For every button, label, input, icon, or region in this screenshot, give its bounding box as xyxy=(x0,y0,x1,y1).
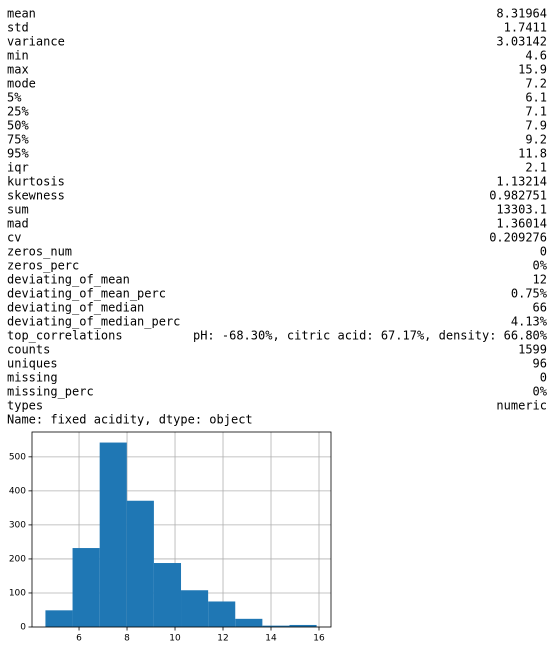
row-key: deviating_of_median_perc xyxy=(7,315,180,329)
row-key: deviating_of_mean xyxy=(7,273,130,287)
row-value: 0 xyxy=(540,245,547,259)
row-value: pH: -68.30%, citric acid: 67.17%, densit… xyxy=(193,329,548,343)
row-value: 6.1 xyxy=(525,91,547,105)
row-key: 25% xyxy=(7,105,29,119)
row-value: 0.982751 xyxy=(489,189,547,203)
row-key: 50% xyxy=(7,119,29,133)
y-tick-label: 0 xyxy=(20,623,26,633)
row-value: 11.8 xyxy=(518,147,547,161)
y-tick-label: 300 xyxy=(9,520,26,530)
bar xyxy=(289,624,317,627)
row-value: 7.1 xyxy=(525,105,547,119)
row-value: 66 xyxy=(533,301,547,315)
x-tick-label: 10 xyxy=(169,634,181,644)
y-tick-label: 500 xyxy=(9,452,26,462)
row-key: uniques xyxy=(7,357,58,371)
row-value: 4.13% xyxy=(511,315,548,329)
row-value: 1.13214 xyxy=(496,175,547,189)
bar xyxy=(235,618,263,627)
row-value: 1599 xyxy=(518,343,547,357)
row-value: 7.9 xyxy=(525,119,547,133)
x-tick-label: 6 xyxy=(76,634,82,644)
row-key: zeros_num xyxy=(7,245,72,259)
bar xyxy=(208,601,236,627)
row-value: 0% xyxy=(533,385,548,399)
row-value: 0.75% xyxy=(511,287,548,301)
row-key: mean xyxy=(7,7,36,21)
row-key: missing_perc xyxy=(7,385,94,399)
row-value: 13303.1 xyxy=(496,203,547,217)
x-tick-label: 12 xyxy=(217,634,228,644)
y-tick-label: 200 xyxy=(9,554,26,564)
x-tick-label: 8 xyxy=(124,634,130,644)
row-value: 1.36014 xyxy=(496,217,547,231)
row-key: max xyxy=(7,63,29,77)
row-key: kurtosis xyxy=(7,175,65,189)
row-key: top_correlations xyxy=(7,329,123,343)
row-key: mode xyxy=(7,77,36,91)
row-value: 15.9 xyxy=(518,63,547,77)
row-key: min xyxy=(7,49,29,63)
row-key: 75% xyxy=(7,133,29,147)
row-value: 4.6 xyxy=(525,49,547,63)
row-key: mad xyxy=(7,217,29,231)
row-key: cv xyxy=(7,231,21,245)
bar xyxy=(153,563,182,627)
row-value: 7.2 xyxy=(525,77,547,91)
row-key: 95% xyxy=(7,147,29,161)
bar xyxy=(45,610,73,627)
row-key: 5% xyxy=(7,91,22,105)
bar xyxy=(262,625,290,627)
row-key: sum xyxy=(7,203,29,217)
bar xyxy=(181,590,209,627)
row-key: zeros_perc xyxy=(7,259,79,273)
row-key: types xyxy=(7,399,43,413)
row-value: 1.7411 xyxy=(504,21,547,35)
row-value: 0.209276 xyxy=(489,231,547,245)
row-key: counts xyxy=(7,343,50,357)
row-value: 9.2 xyxy=(525,133,547,147)
bar xyxy=(72,548,100,627)
row-value: 12 xyxy=(533,273,547,287)
row-value: 0 xyxy=(540,371,547,385)
row-value: 96 xyxy=(533,357,547,371)
row-key: iqr xyxy=(7,161,29,175)
y-tick-label: 400 xyxy=(9,486,26,496)
plot-frame xyxy=(31,431,332,628)
row-key: deviating_of_mean_perc xyxy=(7,287,166,301)
row-value: 8.31964 xyxy=(496,7,547,21)
row-key: variance xyxy=(7,35,65,49)
row-value: 3.03142 xyxy=(496,35,547,49)
x-tick-label: 16 xyxy=(313,634,325,644)
bar xyxy=(126,500,154,627)
row-key: missing xyxy=(7,371,58,385)
row-value: 2.1 xyxy=(525,161,547,175)
bar xyxy=(99,442,127,627)
x-tick-label: 14 xyxy=(265,634,277,644)
row-value: 0% xyxy=(533,259,548,273)
footer: Name: fixed acidity, dtype: object xyxy=(7,413,253,427)
row-value: numeric xyxy=(496,399,547,413)
row-key: deviating_of_median xyxy=(7,301,144,315)
row-key: std xyxy=(7,21,29,35)
y-tick-label: 100 xyxy=(9,588,26,598)
row-key: skewness xyxy=(7,189,65,203)
